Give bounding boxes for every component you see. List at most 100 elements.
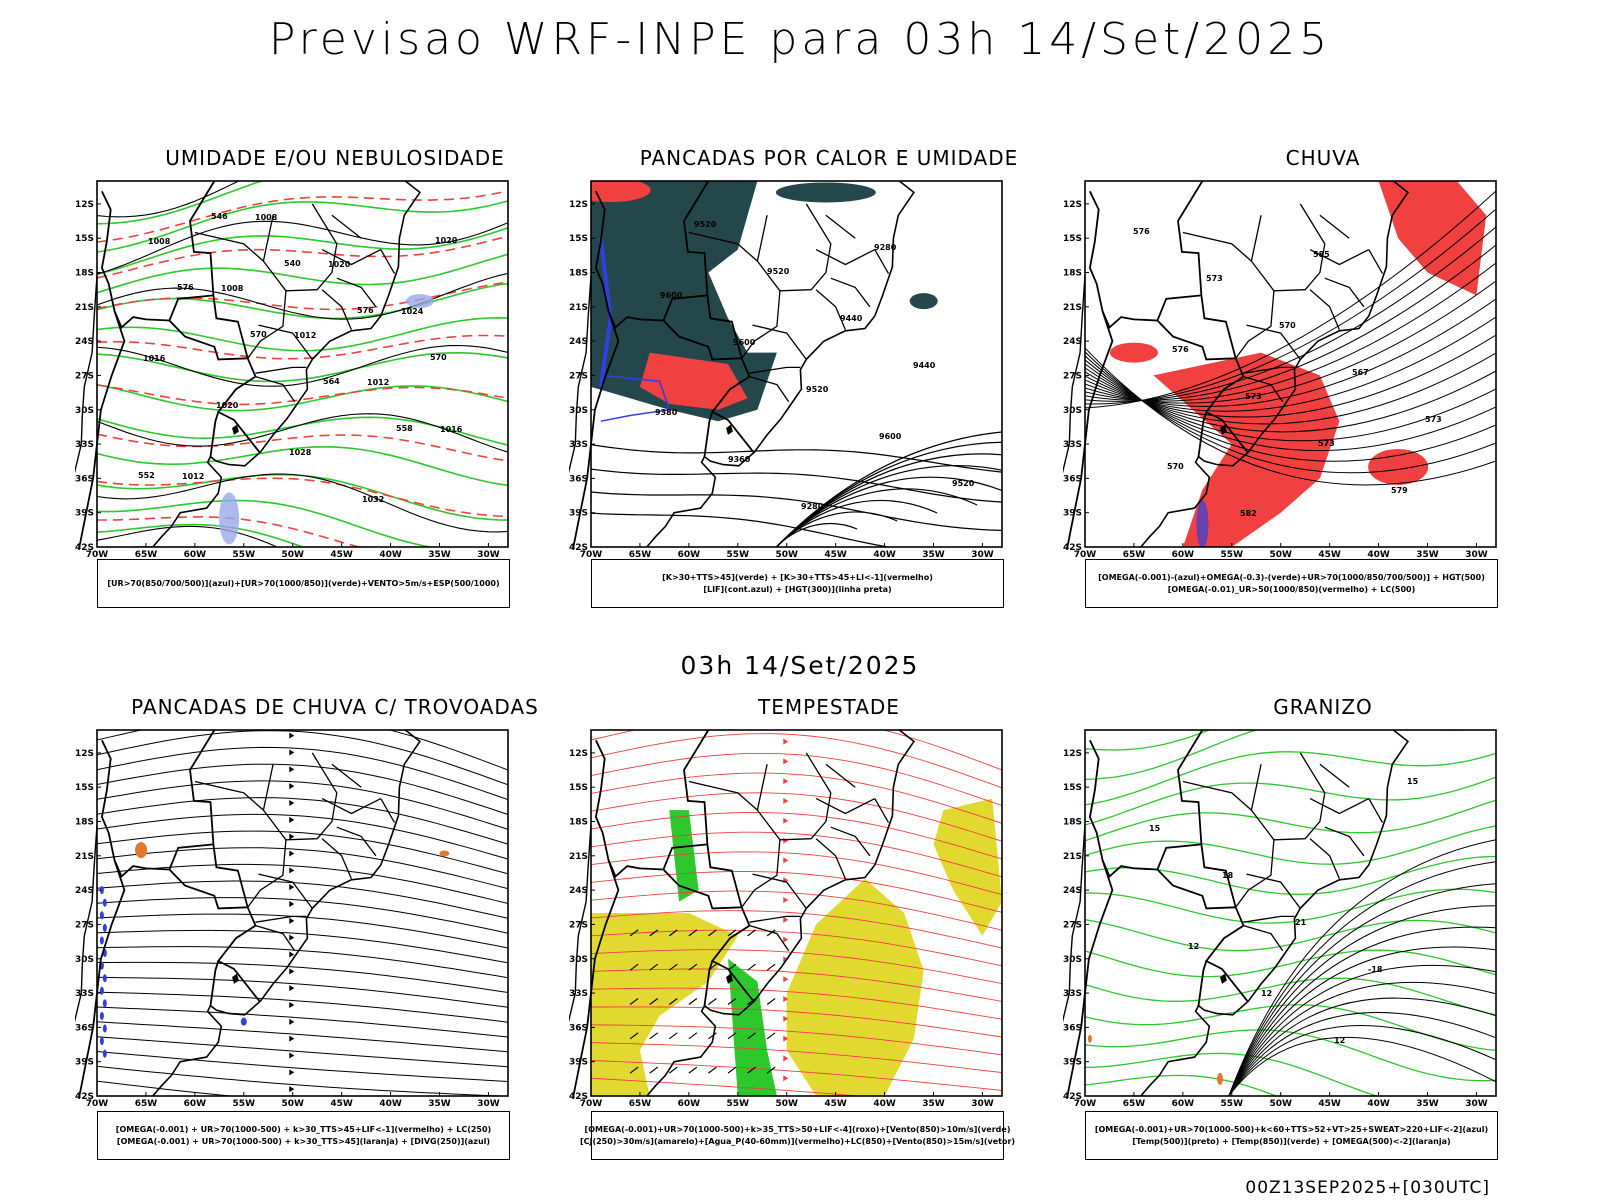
contour-label: 576 [1133,227,1150,236]
contour-label: 1020 [216,401,239,410]
map-frame [96,729,509,1097]
lon-label: 50W [281,1099,304,1109]
streamline [591,831,1002,878]
streamline-arrow [289,1086,295,1093]
lon-label: 60W [184,550,207,560]
legend-line: [UR>70(850/700/500)](azul)+[UR>70(1000/8… [107,578,500,588]
country-border [572,860,620,1097]
state-border [380,798,396,823]
country-border [1204,906,1249,1002]
map-layers [591,721,1002,1096]
country-border [100,739,170,878]
lat-label: 39S [1063,509,1082,519]
lat-label: 12S [75,200,94,210]
state-border [262,203,338,292]
streamline-arrow [289,1018,295,1025]
lon-label: 65W [629,550,652,560]
lat-label: 18S [75,269,94,279]
contour-label: 1024 [401,307,424,316]
streamline [97,897,508,934]
coastline-west [75,275,98,474]
state-border [321,289,352,330]
contour-label: 1016 [440,425,463,434]
lat-label: 36S [75,474,94,484]
streamline-arrow [783,1055,789,1062]
lat-label: 39S [75,1058,94,1068]
jet-area [591,913,738,1096]
lat-label: 33S [75,440,94,450]
wind-vector [688,998,698,1005]
country-border [209,411,220,457]
streamline [97,976,508,1008]
map-base [1063,180,1409,548]
streamline-arrow [783,976,789,983]
map-base [569,180,915,548]
temp500-contour [1228,1011,1496,1096]
wind-vector [688,1066,698,1074]
streamline [591,910,1002,949]
state-border [1319,763,1350,788]
streamline [591,730,1002,771]
lat-label: 27S [569,920,588,930]
lat-label: 30S [569,406,588,416]
map-base [75,729,421,1097]
wind-vector [629,1066,639,1074]
contour-label: 552 [138,471,155,480]
pressure-contour [97,272,508,320]
streamline [97,1036,508,1068]
state-border [830,826,871,857]
contour-label: 576 [1172,345,1189,354]
wind-vector [766,929,776,937]
lon-label: 40W [873,1099,896,1109]
streamline [591,929,1002,967]
lon-label: 60W [1172,550,1195,560]
omega-mark [1217,1072,1224,1085]
contour-label: 9440 [840,314,863,323]
streamline [97,1006,508,1038]
lon-label: 40W [379,1099,402,1109]
pressure-contour [97,220,508,275]
lat-label: 42S [1063,543,1082,553]
state-border [258,324,313,360]
wind-vector [688,1032,698,1040]
lon-label: 65W [1123,1099,1146,1109]
map-frame [590,180,1003,548]
streamline-arrow [289,800,295,806]
state-border [874,249,890,274]
temp850-contour [1085,1074,1278,1096]
state-border [1243,924,1284,952]
wind-vector [766,998,776,1005]
wind-vector [668,1032,678,1040]
streamline [97,1021,508,1053]
map-layers: 1008 1008 1012 1012 1016 1012 1008 1020 1024 1016… [97,181,508,547]
lat-label: 27S [75,920,94,930]
lon-label: 55W [727,550,750,560]
lon-label: 65W [135,1099,158,1109]
thunder-cell [135,842,148,859]
lon-label: 60W [678,1099,701,1109]
state-border [1235,839,1275,908]
height-contour [591,491,1002,531]
humidity-contour [97,181,265,225]
humidity-contour [97,253,508,294]
lake [232,973,239,984]
contour-label: 9600 [879,432,902,441]
streamline-arrow [783,721,788,725]
lon-label: 70W [86,550,109,560]
temp500-contour [1228,839,1496,1096]
lat-label: 27S [1063,371,1082,381]
streamline-arrow [783,1075,789,1082]
lon-label: 45W [330,550,353,560]
streamline [97,1051,508,1082]
streamline-arrow [783,778,789,785]
contour-label: 9280 [874,243,897,252]
contour-label: 9360 [728,455,751,464]
lon-label: 45W [1318,1099,1341,1109]
coastline-west [569,824,592,1023]
rain-area [1378,181,1487,296]
height-contour [775,499,938,547]
map-layers [97,730,508,1096]
temp850-contour [1085,799,1496,842]
